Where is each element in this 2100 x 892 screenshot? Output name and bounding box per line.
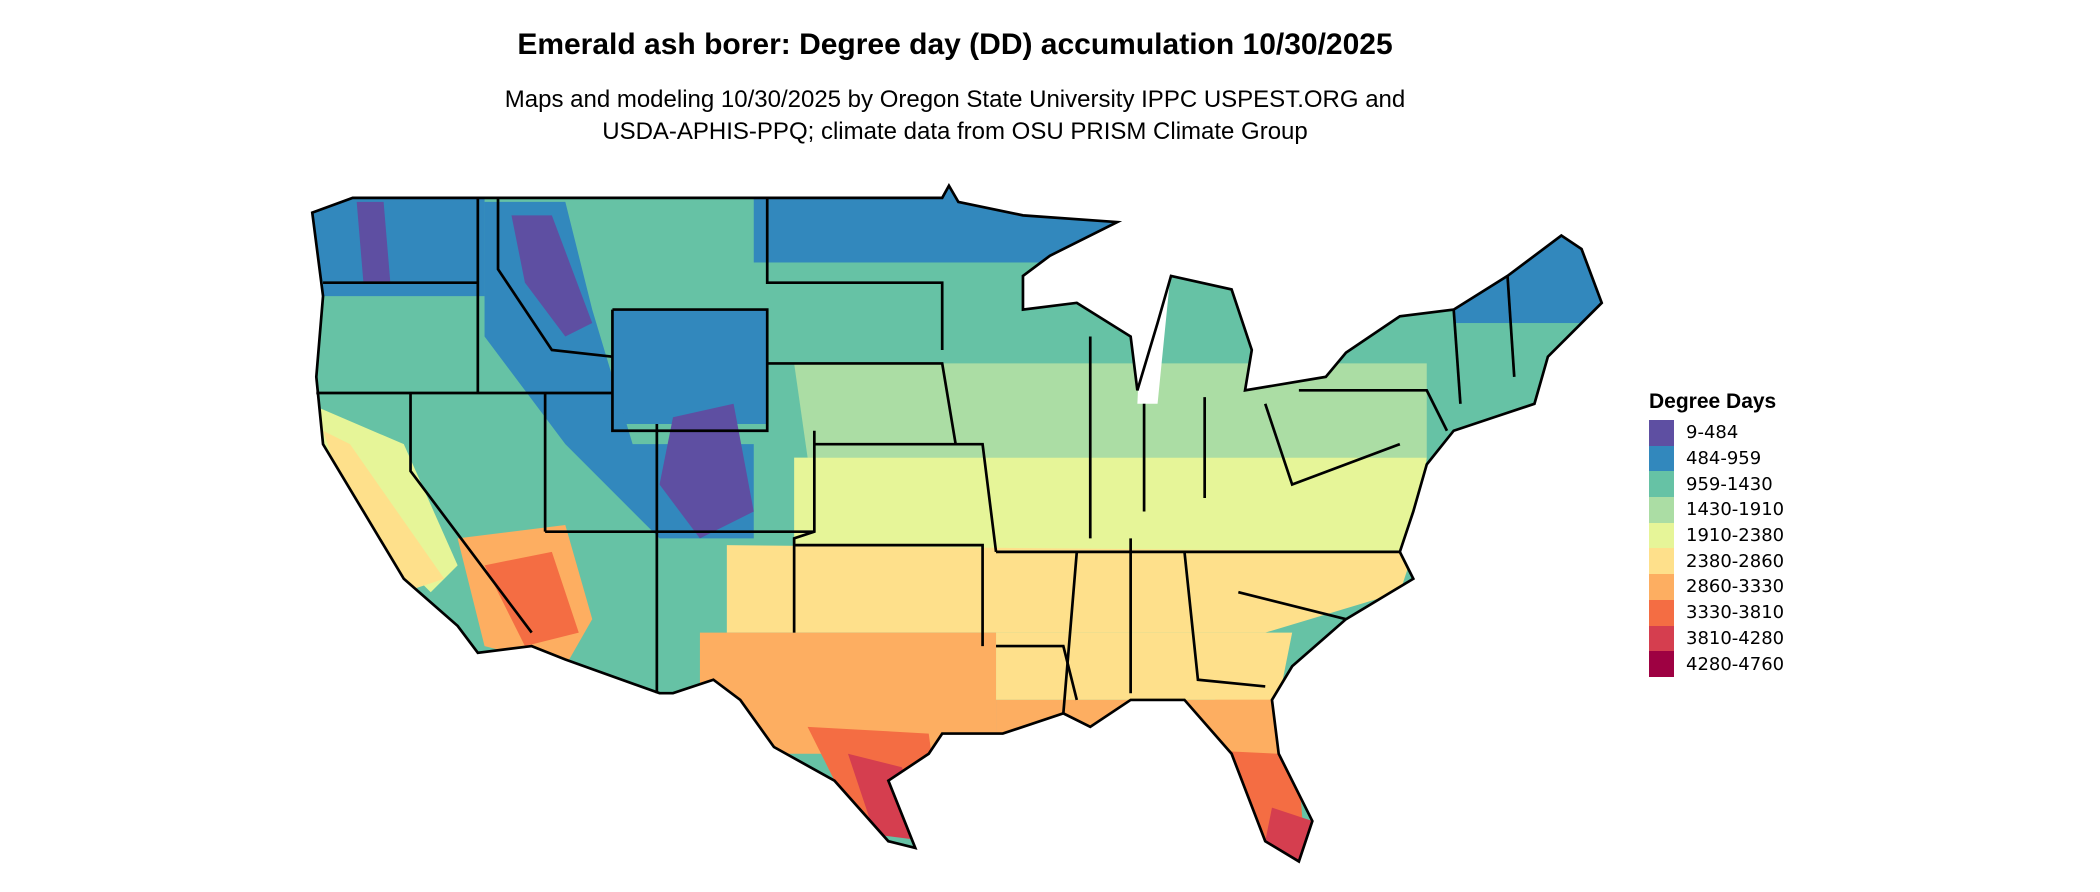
legend-label: 3330-3810 [1686, 602, 1785, 624]
legend-label: 9-484 [1686, 422, 1739, 444]
legend-item: 1430-1910 [1649, 497, 1784, 523]
legend-swatch [1649, 420, 1674, 446]
legend-item: 3810-4280 [1649, 625, 1785, 652]
legend-swatch [1649, 625, 1674, 652]
legend-swatch [1649, 471, 1674, 498]
legend-item: 3330-3810 [1649, 599, 1785, 626]
legend-item: 959-1430 [1649, 471, 1784, 498]
legend-swatch [1649, 522, 1674, 549]
legend-item: 484-959 [1649, 445, 1784, 472]
map-subtitle-line-1: Maps and modeling 10/30/2025 by Oregon S… [504, 86, 1406, 113]
legend-item: 2380-2860 [1649, 548, 1785, 575]
legend-swatch [1649, 599, 1674, 626]
legend-swatch [1649, 497, 1674, 523]
legend-title: Degree Days [1649, 390, 1777, 413]
legend-swatch [1649, 574, 1674, 600]
legend-item: 2860-3330 [1649, 574, 1784, 600]
legend-label: 2860-3330 [1686, 576, 1785, 598]
legend-label: 4280-4760 [1686, 653, 1785, 675]
legend-label: 2380-2860 [1686, 550, 1785, 572]
degree-day-raster [312, 185, 1602, 862]
legend: Degree Days 9-484 484-959 959-1430 1430-191… [1649, 390, 1784, 677]
map-title: Emerald ash borer: Degree day (DD) accum… [517, 28, 1393, 61]
legend-label: 3810-4280 [1686, 627, 1785, 649]
legend-swatch [1649, 445, 1674, 472]
legend-label: 1430-1910 [1686, 499, 1785, 521]
map-subtitle-line-2: USDA-APHIS-PPQ; climate data from OSU PR… [602, 118, 1308, 145]
legend-label: 484-959 [1686, 448, 1762, 470]
legend-item: 1910-2380 [1649, 522, 1785, 549]
legend-item: 9-484 [1649, 420, 1784, 446]
legend-item: 4280-4760 [1649, 651, 1784, 677]
legend-swatch [1649, 651, 1674, 677]
legend-label: 1910-2380 [1686, 525, 1785, 547]
state-borders [316, 197, 1516, 714]
legend-label: 959-1430 [1686, 473, 1773, 495]
legend-swatch [1649, 548, 1674, 575]
